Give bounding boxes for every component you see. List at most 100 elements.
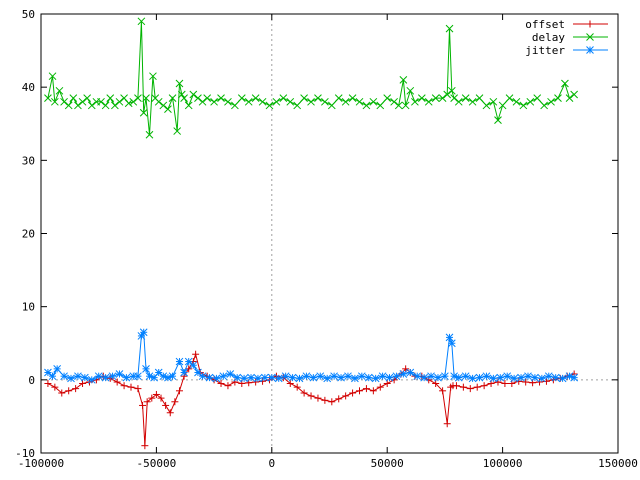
data-point-jitter <box>80 373 89 382</box>
data-point-delay <box>341 97 350 106</box>
data-point-delay <box>231 101 239 110</box>
data-point-delay <box>424 97 433 106</box>
data-point-jitter <box>44 368 52 377</box>
data-point-delay <box>369 97 378 106</box>
data-point-delay <box>362 101 371 110</box>
data-point-delay <box>561 79 569 88</box>
data-point-delay <box>142 94 150 102</box>
data-point-jitter <box>441 372 449 381</box>
data-point-jitter <box>274 374 283 383</box>
data-point-offset <box>432 379 440 387</box>
data-point-jitter <box>413 372 422 381</box>
series-line-jitter <box>47 330 575 381</box>
series-line-offset <box>47 352 575 446</box>
data-point-delay <box>570 90 579 99</box>
data-point-delay <box>258 97 267 106</box>
data-point-jitter <box>517 373 525 382</box>
data-point-offset <box>157 394 165 402</box>
data-point-jitter <box>115 370 124 378</box>
data-point-offset <box>452 382 460 390</box>
data-point-delay <box>286 97 295 106</box>
data-point-jitter <box>450 372 458 381</box>
data-point-delay <box>468 97 477 106</box>
data-point-offset <box>501 379 509 387</box>
data-point-delay <box>314 94 322 102</box>
data-point-jitter <box>309 373 318 382</box>
data-point-delay <box>50 97 59 106</box>
data-point-offset <box>473 383 481 391</box>
data-point-jitter <box>399 370 408 378</box>
data-point-jitter <box>205 373 214 382</box>
data-point-jitter <box>139 328 148 337</box>
data-point-offset <box>349 389 357 397</box>
data-point-jitter <box>371 374 380 383</box>
data-point-delay <box>438 94 447 102</box>
data-point-offset <box>293 383 301 391</box>
data-point-jitter <box>142 365 150 373</box>
data-point-delay <box>83 94 92 102</box>
data-point-delay <box>145 130 154 139</box>
data-point-delay <box>355 97 364 106</box>
data-point-jitter <box>510 374 518 383</box>
y-tick-label: 50 <box>22 8 35 21</box>
data-point-delay <box>137 17 146 26</box>
data-point-delay <box>189 90 198 99</box>
data-point-jitter <box>454 373 463 382</box>
data-point-offset <box>369 387 377 395</box>
data-point-offset <box>134 385 142 393</box>
data-point-jitter <box>60 372 68 381</box>
data-point-jitter <box>565 372 574 381</box>
data-point-delay <box>180 94 188 102</box>
data-point-jitter <box>108 372 117 381</box>
data-point-offset <box>152 390 160 398</box>
data-point-delay <box>321 97 329 106</box>
data-point-delay <box>489 97 498 106</box>
data-point-jitter <box>496 373 505 382</box>
data-point-jitter <box>295 374 304 383</box>
series-delay <box>44 17 579 139</box>
data-point-delay <box>293 101 302 110</box>
legend-marker-offset <box>586 20 594 28</box>
data-point-delay <box>237 94 246 102</box>
data-point-delay <box>177 90 186 99</box>
data-point-jitter <box>570 373 579 382</box>
data-point-delay <box>533 94 542 102</box>
data-point-delay <box>74 101 82 110</box>
data-point-jitter <box>247 373 255 382</box>
data-point-offset <box>141 442 149 450</box>
data-point-delay <box>475 94 484 102</box>
data-point-delay <box>44 94 52 102</box>
data-point-jitter <box>261 373 269 382</box>
y-tick-label: -10 <box>15 447 35 460</box>
data-point-jitter <box>434 373 442 382</box>
legend-label-delay: delay <box>532 31 565 44</box>
data-point-delay <box>111 101 119 110</box>
data-point-offset <box>376 383 384 391</box>
data-point-delay <box>164 105 172 113</box>
data-point-delay <box>307 97 315 106</box>
data-point-offset <box>162 401 170 409</box>
data-point-jitter <box>482 372 491 381</box>
data-point-offset <box>224 382 232 390</box>
data-point-delay <box>48 72 57 81</box>
data-point-jitter <box>267 373 276 382</box>
data-point-offset <box>171 398 179 406</box>
data-point-delay <box>494 116 502 124</box>
data-point-jitter <box>180 368 188 377</box>
data-point-offset <box>356 387 364 395</box>
data-point-offset <box>113 378 121 386</box>
data-point-jitter <box>67 374 75 383</box>
data-point-jitter <box>175 357 184 366</box>
data-point-delay <box>101 101 110 110</box>
data-point-offset <box>44 379 52 387</box>
data-point-jitter <box>406 368 415 377</box>
data-point-offset <box>466 385 474 393</box>
data-point-jitter <box>159 372 168 381</box>
data-point-delay <box>445 24 454 33</box>
data-point-delay <box>327 101 336 110</box>
data-point-delay <box>383 94 392 102</box>
data-point-delay <box>173 127 182 135</box>
data-point-jitter <box>544 372 553 381</box>
data-point-jitter <box>427 372 435 381</box>
